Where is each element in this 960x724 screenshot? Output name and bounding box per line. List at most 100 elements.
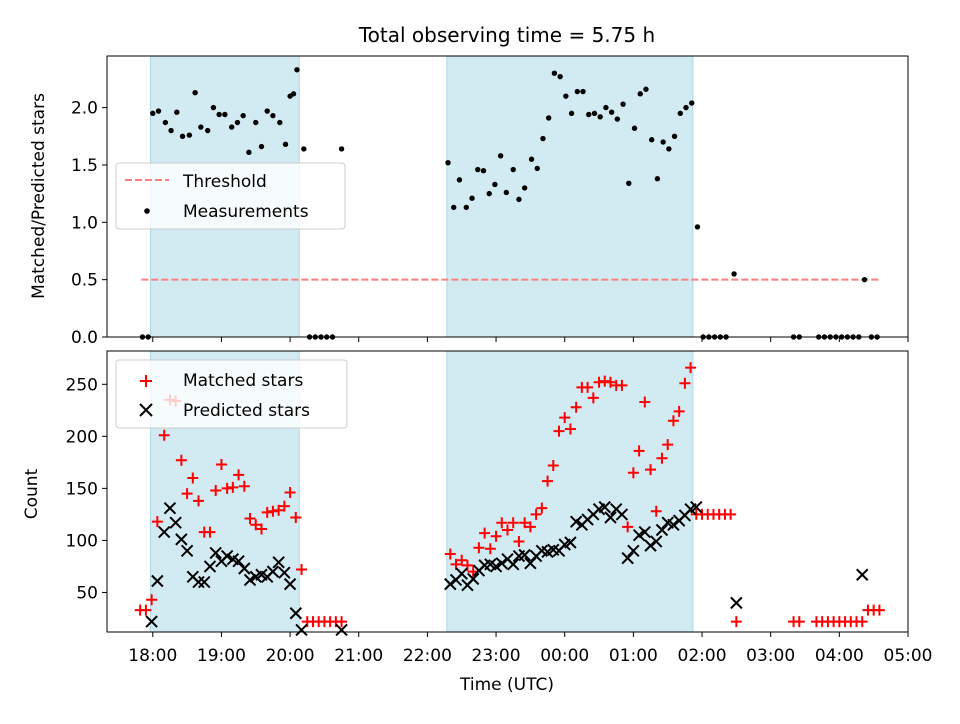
measurement-point [631,125,638,131]
top-measurement-points [139,67,880,340]
measurement-point [660,139,666,145]
measurement-point [240,112,246,119]
matched-point [273,504,285,516]
measurement-point [480,167,487,174]
matched-point [502,524,513,536]
bottom-legend-box [115,359,348,429]
measurement-point [503,189,510,196]
measurement-point [229,124,235,130]
matched-point [496,517,508,529]
matched-point [633,445,645,457]
matched-point [662,439,674,451]
measurement-point [731,271,737,277]
predicted-point [569,515,583,528]
matched-point [278,500,290,512]
measurement-point [270,112,276,119]
x-tick-label: 03:00 [746,646,795,666]
bottom-x-axis: 18:00 19:00 20:00 21:00 22:00 23:00 00:00 01:00… [128,632,933,666]
measurement-point [469,195,475,201]
y-tick-label: 50 [76,583,98,603]
bottom-panel: 50 100 150 200 250 18:00 19:00 20:00 21:00 22:00… [22,350,933,695]
predicted-point [192,575,205,589]
bottom-axes-frame [106,350,909,633]
measurement-point [192,90,198,96]
matched-point [627,467,639,479]
predicted-point [220,549,234,563]
matched-point [570,401,582,413]
legend-matched-label: Matched stars [183,371,303,391]
top-legend-box [115,162,346,230]
matched-point [679,377,691,389]
matched-point [559,412,571,424]
matched-point [336,616,348,628]
matched-point [730,616,742,628]
measurement-point [666,146,672,152]
matched-point [204,526,216,538]
bottom-matched-points [134,362,885,628]
predicted-point [243,573,257,587]
measurement-point [463,204,470,211]
y-tick-label: 100 [66,531,98,551]
measurement-point [861,276,868,283]
measurement-point [210,104,217,111]
measurement-point [545,115,552,121]
measurement-point [264,108,270,114]
matched-point [210,484,222,496]
matched-point [587,392,599,404]
matched-point [513,535,525,547]
measurement-point [557,73,563,80]
predicted-point [690,500,703,514]
matched-point [158,429,170,441]
bottom-legend: Matched stars Predicted stars [115,359,348,429]
predicted-point [638,525,652,539]
x-tick-label: 23:00 [472,646,521,666]
matched-point [650,505,662,517]
legend-predicted-swatch [139,403,153,417]
measurement-point [290,91,297,97]
measurement-point [540,135,546,142]
measurement-point [689,100,695,106]
matched-point [175,454,187,466]
matched-point [645,464,657,476]
measurement-point [451,204,457,211]
measurement-point [671,133,678,139]
legend-measurements-swatch [144,208,150,214]
matched-point [490,530,502,542]
predicted-point [266,565,280,578]
x-tick-label: 01:00 [609,646,658,666]
matched-point [250,519,262,531]
measurement-point [179,133,186,139]
measurement-point [456,177,463,183]
matched-point [856,616,868,628]
predicted-point [232,555,245,568]
matched-point [233,469,245,481]
matched-point [673,405,685,417]
top-y-axis-label: Matched/Predicted stars [29,93,49,299]
measurement-point [603,104,609,111]
predicted-point [289,607,303,620]
matched-point [793,616,805,628]
measurement-point [626,180,632,187]
predicted-point [650,535,663,548]
predicted-point [564,536,577,549]
measurement-point [694,224,701,230]
matched-point [238,480,250,492]
measurement-point [294,67,300,73]
measurement-point [198,124,204,130]
matched-point [622,521,634,533]
matched-point [725,508,737,520]
measurement-point [591,110,598,117]
matched-point [599,375,611,387]
measurement-point [204,127,211,134]
predicted-point [655,523,669,537]
measurement-point [174,109,180,115]
observing-window [446,56,693,337]
measurement-point [162,119,169,126]
predicted-point [455,567,468,580]
predicted-point [621,551,634,565]
predicted-point [615,508,629,521]
predicted-point [495,557,508,570]
measurement-point [637,91,643,97]
predicted-point [335,623,348,637]
